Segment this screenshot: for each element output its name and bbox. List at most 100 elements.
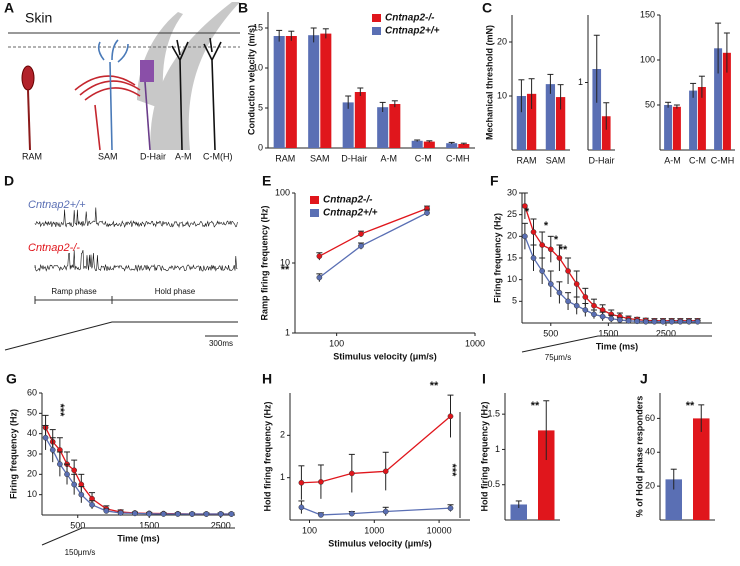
x-axis-label: Time (ms): [596, 341, 638, 351]
significance: ***: [446, 464, 458, 478]
y-tick-label: 60: [645, 413, 655, 423]
significance: **: [281, 264, 290, 276]
x-tick-label: C-M: [689, 155, 706, 165]
x-tick-label: D-Hair: [589, 155, 615, 165]
point: [617, 317, 623, 323]
point: [634, 318, 641, 325]
bar: [285, 36, 297, 148]
trace-label: Cntnap2-/-: [28, 242, 80, 254]
y-axis-label: Hold firing frequency (Hz): [262, 401, 272, 511]
point: [651, 318, 658, 325]
x-axis-label: Stimulus velocity (μm/s): [328, 538, 432, 548]
y-tick-label: 1: [285, 327, 290, 337]
x-tick-label: C-MH: [711, 155, 735, 165]
bar: [722, 52, 731, 150]
trace-label: Cntnap2+/+: [28, 199, 86, 211]
point: [565, 268, 571, 274]
axon: [203, 37, 222, 151]
neuron-label: SAM: [98, 151, 118, 161]
point: [160, 511, 167, 517]
x-tick-label: SAM: [310, 153, 330, 163]
point: [522, 233, 528, 240]
point: [382, 508, 389, 515]
point: [382, 468, 389, 475]
significance: **: [531, 400, 540, 412]
x-axis-label: Time (ms): [117, 533, 159, 543]
y-axis-label: Ramp firing frequency (Hz): [259, 205, 269, 320]
bar: [545, 84, 556, 150]
panel-letter: J: [640, 371, 648, 387]
y-tick-label: 100: [640, 54, 655, 64]
x-tick-label: A-M: [381, 153, 398, 163]
bar: [411, 140, 423, 148]
y-tick-label: 100: [275, 187, 290, 197]
y-tick-label: 50: [645, 99, 655, 109]
y-tick-label: 10: [27, 489, 37, 499]
x-tick-label: 500: [543, 328, 558, 338]
point: [348, 510, 355, 517]
legend-swatch: [310, 209, 319, 217]
point: [694, 318, 701, 325]
panel-letter: H: [262, 371, 272, 387]
bar: [423, 141, 435, 148]
y-tick-label: 40: [645, 447, 655, 457]
legend-label: Cntnap2-/-: [385, 13, 435, 24]
point: [424, 210, 430, 216]
neuron-label: D-Hair: [140, 151, 166, 161]
stimulus-label: 150μm/s: [65, 548, 96, 557]
bar: [538, 430, 555, 520]
point: [298, 504, 305, 511]
y-tick-label: 0.5: [487, 479, 500, 489]
point: [358, 231, 364, 237]
panel-letter: G: [6, 371, 17, 387]
significance: **: [559, 244, 568, 256]
y-tick-label: 15: [253, 22, 263, 32]
legend-swatch: [372, 27, 381, 35]
bar: [714, 48, 723, 150]
trace: [34, 207, 238, 228]
point: [539, 268, 546, 274]
x-tick-label: 1500: [598, 328, 618, 338]
bar: [320, 33, 332, 148]
panel-d: D Cntnap2+/+ Cntnap2-/- Ramp phase Hold …: [4, 173, 238, 351]
y-tick-label: 60: [27, 387, 37, 397]
bar: [555, 97, 566, 150]
y-axis-label: Conduction velocity (m/s): [246, 25, 256, 135]
point: [318, 512, 324, 518]
panel-letter: F: [490, 173, 499, 189]
y-tick-label: 1: [495, 444, 500, 454]
stimulus: [521, 335, 712, 353]
point: [447, 505, 454, 511]
y-tick-label: 5: [512, 296, 517, 306]
panel-letter: C: [482, 0, 492, 16]
point: [228, 511, 235, 517]
x-tick-label: 1000: [364, 525, 384, 535]
significance: *: [544, 220, 549, 232]
bar: [273, 36, 285, 148]
y-tick-label: 5: [258, 102, 263, 112]
y-tick-label: 50: [27, 408, 37, 418]
point: [89, 501, 95, 508]
point: [117, 510, 124, 516]
point: [174, 511, 181, 517]
panel-letter: E: [262, 173, 271, 189]
y-tick-label: 10: [280, 257, 290, 267]
panel-letter: I: [482, 371, 486, 387]
point: [78, 491, 85, 498]
point: [599, 313, 606, 320]
x-tick-label: 100: [329, 338, 344, 348]
x-tick-label: 2500: [656, 328, 676, 338]
y-tick-label: 30: [27, 448, 37, 458]
bar: [592, 69, 602, 150]
x-tick-label: RAM: [275, 153, 295, 163]
panel-a: A Skin RAM SAM D-Hair A-M C-M(H): [4, 0, 240, 161]
bar: [354, 92, 366, 148]
point: [42, 434, 49, 441]
bar: [689, 90, 698, 150]
axon: [144, 81, 151, 151]
x-tick-label: 100: [302, 525, 317, 535]
bar: [672, 106, 681, 150]
point: [132, 510, 138, 517]
y-tick-label: 20: [27, 469, 37, 479]
y-tick-label: 30: [507, 187, 517, 197]
